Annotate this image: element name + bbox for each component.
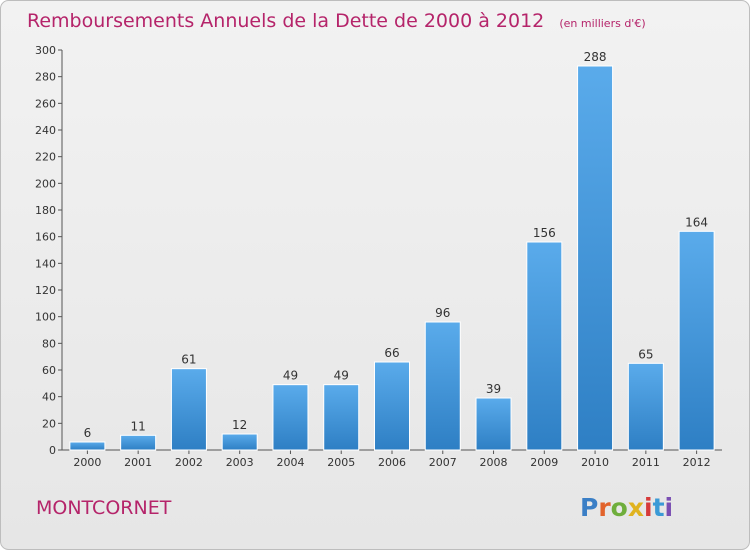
bar-value-label: 164 [685, 215, 708, 229]
y-tick-label: 140 [35, 257, 56, 270]
y-tick-label: 300 [35, 44, 56, 57]
x-tick-label: 2012 [683, 456, 711, 469]
y-tick-label: 20 [42, 417, 56, 430]
logo-letter: i [665, 493, 674, 522]
y-tick-label: 0 [49, 444, 56, 457]
y-tick-label: 200 [35, 177, 56, 190]
bar-2012 [678, 230, 715, 451]
bar-2004 [272, 384, 309, 451]
bar-2011 [627, 362, 664, 451]
logo-letter: r [598, 493, 611, 522]
bar-2001 [120, 434, 157, 451]
bar-2000 [69, 441, 106, 451]
x-tick-label: 2002 [175, 456, 203, 469]
bar-value-label: 288 [584, 50, 607, 64]
proxiti-logo: Proxiti [580, 493, 673, 522]
y-tick-label: 120 [35, 284, 56, 297]
y-tick-label: 260 [35, 97, 56, 110]
x-tick-label: 2003 [226, 456, 254, 469]
x-tick-label: 2001 [124, 456, 152, 469]
x-tick-label: 2010 [581, 456, 609, 469]
y-tick-label: 160 [35, 231, 56, 244]
bar-value-label: 6 [84, 426, 92, 440]
y-tick-label: 180 [35, 204, 56, 217]
bar-2002 [170, 368, 207, 451]
x-tick-label: 2004 [276, 456, 304, 469]
x-tick-label: 2005 [327, 456, 355, 469]
logo-letter: i [644, 493, 653, 522]
bar-2008 [475, 397, 512, 451]
x-tick-label: 2011 [632, 456, 660, 469]
bar-2005 [323, 384, 360, 451]
bar-value-label: 39 [486, 382, 501, 396]
bar-labels: 6 11 61 12 49 49 66 96 39 156 288 65 164 [84, 50, 709, 440]
bar-2010 [577, 65, 614, 451]
bar-value-label: 66 [384, 346, 399, 360]
y-tick-label: 40 [42, 391, 56, 404]
bar-value-label: 65 [638, 347, 653, 361]
logo-letter: o [611, 493, 628, 522]
bar-2006 [374, 361, 410, 451]
bar-2003 [221, 433, 258, 451]
bar-value-label: 49 [283, 369, 298, 383]
bar-value-label: 49 [334, 369, 349, 383]
y-tick-label: 240 [35, 124, 56, 137]
chart-title-text: Remboursements Annuels de la Dette de 20… [27, 10, 544, 32]
logo-letter: x [628, 493, 644, 522]
x-tick-label: 2006 [378, 456, 406, 469]
bar-value-label: 156 [533, 226, 556, 240]
town-name: MONTCORNET [36, 497, 172, 519]
bar-2009 [526, 241, 563, 451]
y-tick-label: 280 [35, 71, 56, 84]
bar-value-label: 96 [435, 306, 450, 320]
x-tick-label: 2000 [73, 456, 101, 469]
bar-value-label: 61 [181, 353, 196, 367]
bar-value-label: 12 [232, 418, 247, 432]
x-tick-label: 2007 [429, 456, 457, 469]
chart-title: Remboursements Annuels de la Dette de 20… [27, 10, 646, 32]
x-tick-label: 2008 [480, 456, 508, 469]
y-tick-label: 100 [35, 311, 56, 324]
y-tick-label: 220 [35, 151, 56, 164]
axes: 0 20 40 60 80 100 120 140 160 180 200 220 240 260 280 3… [35, 44, 722, 469]
chart-unit: (en milliers d'€) [559, 17, 645, 30]
y-tick-label: 80 [42, 337, 56, 350]
bar-value-label: 11 [131, 419, 146, 433]
x-tick-label: 2009 [530, 456, 558, 469]
y-tick-label: 60 [42, 364, 56, 377]
bar-2007 [424, 321, 461, 451]
logo-letter: P [580, 493, 598, 522]
bars [69, 65, 715, 451]
logo-letter: t [653, 493, 665, 522]
